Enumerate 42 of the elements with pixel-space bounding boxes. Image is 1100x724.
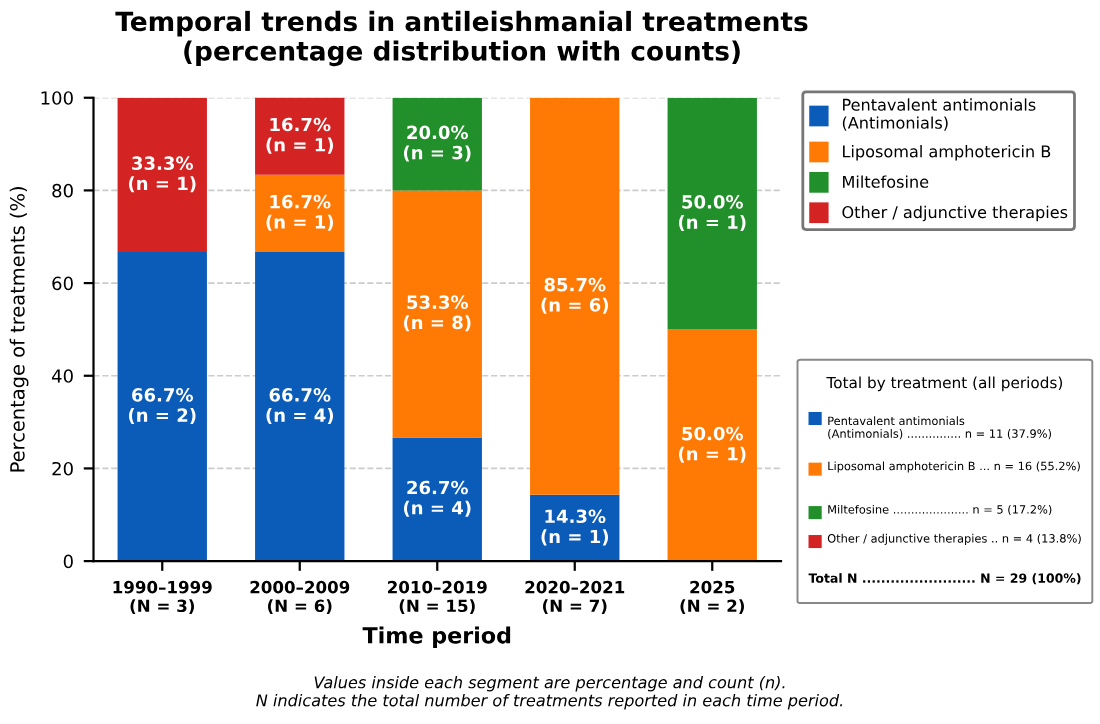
data-label: 66.7% (n = 2): [128, 388, 196, 425]
legend-label: Other / adjunctive therapies: [842, 205, 1068, 222]
bar: [255, 252, 345, 562]
data-label: 16.7% (n = 1): [266, 117, 334, 154]
bar: [117, 252, 207, 562]
data-label: 20.0% (n = 3): [403, 125, 471, 162]
bar: [255, 97, 345, 175]
bar: [667, 97, 757, 330]
bar: [255, 174, 345, 253]
y-tick-label: 60: [52, 276, 73, 291]
y-tick-label: 0: [63, 554, 73, 569]
x-tick-label: 1990–1999 (N = 3): [113, 580, 212, 615]
bar: [667, 329, 757, 562]
data-label: 50.0% (n = 1): [678, 195, 746, 232]
x-axis-title: Time period: [362, 626, 511, 648]
bar: [392, 190, 482, 438]
y-tick-label: 20: [52, 461, 73, 476]
x-tick-label: 2025 (N = 2): [680, 580, 744, 615]
text: Values inside each segment are percentage and count (n). N indicates the total number of treatments reported in each time period.: [256, 675, 843, 710]
bar: [392, 97, 482, 191]
data-label: 53.3% (n = 8): [403, 295, 471, 332]
bar: [117, 97, 207, 253]
y-tick-label: 80: [52, 183, 73, 198]
bar: [530, 97, 620, 495]
data-label: 16.7% (n = 1): [266, 194, 334, 231]
legend-label: Liposomal amphotericin B: [843, 145, 1051, 161]
y-tick-label: 40: [51, 369, 73, 383]
data-label: 50.0% (n = 1): [678, 426, 746, 463]
bar: [392, 437, 482, 562]
data-label: 33.3% (n = 1): [128, 156, 196, 193]
legend-label: Pentavalent antimonials (Antimonials): [842, 98, 1036, 131]
legend-label: Miltefosine: [843, 175, 929, 188]
y-tick-label: 100: [41, 91, 73, 105]
data-label: 66.7% (n = 4): [266, 388, 334, 425]
data-label: 26.7% (n = 4): [403, 480, 471, 517]
x-tick-label: 2010–2019 (N = 15): [388, 580, 487, 615]
x-tick-label: 2000–2009 (N = 6): [250, 580, 350, 615]
data-label: 14.3% (n = 1): [541, 509, 609, 546]
data-label: 85.7% (n = 6): [541, 277, 609, 314]
x-tick-label: 2020–2021 (N = 7): [525, 580, 625, 615]
y-axis-title: Percentage of treatments (%): [9, 187, 29, 472]
chart-title: Temporal trends in antileishmanial treatments (percentage distribution with counts): [115, 10, 808, 67]
